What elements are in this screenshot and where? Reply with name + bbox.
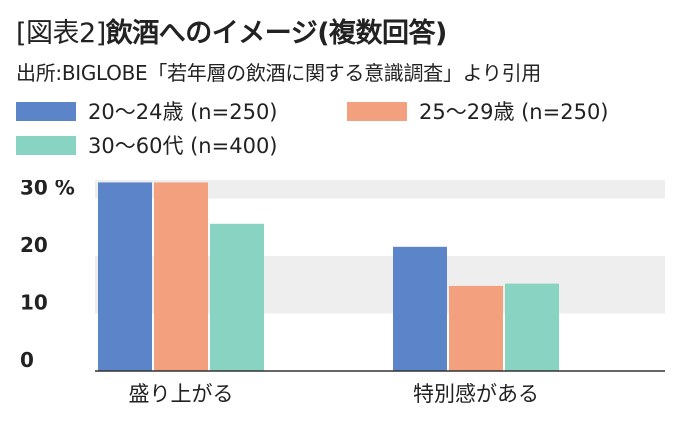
bar-series-3-1 [210,223,264,371]
y-tick-label: 10 [20,291,48,315]
legend-label-series-3: 30〜60代 (n=400) [88,134,278,158]
source-note: 出所:BIGLOBE「若年層の飲酒に関する意識調査」より引用 [16,61,541,85]
x-category-label: 盛り上がる [129,382,234,406]
bar-series-2-2 [449,285,503,371]
bar-series-1-1 [98,182,152,371]
legend-label-series-2: 25〜29歳 (n=250) [419,100,609,124]
x-category-label: 特別感がある [413,382,539,406]
legend-item-series-2: 25〜29歳 (n=250) [347,97,609,125]
y-tick-label: 30 % [20,180,75,200]
y-tick-label: 0 [20,348,34,372]
title-main: 飲酒へのイメージ(複数回答) [105,18,448,49]
y-tick-label: 20 [20,233,48,257]
bar-series-3-2 [505,283,559,371]
legend-swatch-series-1 [16,101,76,121]
legend-label-series-1: 20〜24歳 (n=250) [88,100,278,124]
bar-chart: 0 10 20 30 % 盛り上がる 特別感がある [20,180,665,406]
bar-series-1-2 [393,246,447,371]
legend-swatch-series-2 [347,101,407,121]
chart-title: [図表2]飲酒へのイメージ(複数回答) [16,18,447,50]
legend-item-series-3: 30〜60代 (n=400) [16,131,278,159]
legend-item-series-1: 20〜24歳 (n=250) [16,97,278,125]
legend-swatch-series-3 [16,135,76,155]
bar-series-2-1 [154,182,208,371]
grid-band [95,180,665,199]
title-prefix: [図表2] [16,18,106,49]
